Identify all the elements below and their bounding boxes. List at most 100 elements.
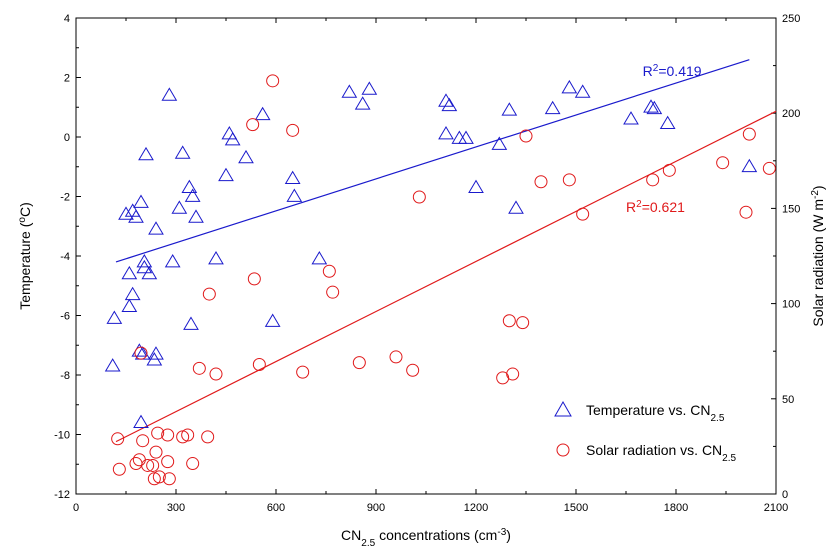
solar-radiation-point xyxy=(209,367,223,381)
temperature-point xyxy=(286,188,303,202)
solar-radiation-point xyxy=(516,316,530,330)
solar-radiation-point xyxy=(739,205,753,219)
solar-radiation-point xyxy=(202,287,216,301)
solar-radiation-point xyxy=(742,127,756,141)
temperature-point xyxy=(501,102,518,116)
solar-radiation-point xyxy=(562,173,576,187)
temperature-point xyxy=(183,316,199,330)
solar-radiation-point xyxy=(149,445,163,459)
temperature-point xyxy=(121,298,138,312)
temperature-point xyxy=(238,149,254,164)
solar-radiation-point xyxy=(246,118,260,132)
temperature-point xyxy=(218,167,234,182)
temperature-point xyxy=(659,115,676,130)
legend-entry: Solar radiation vs. CN2.5 xyxy=(586,442,737,464)
solar-radiation-point xyxy=(186,457,200,471)
y-left-axis-label: Temperature (oC) xyxy=(17,202,34,310)
solar-radiation-point xyxy=(161,455,175,469)
solar-radiation-point xyxy=(296,365,310,379)
solar-radiation-point xyxy=(326,285,340,299)
solar-radiation-point xyxy=(519,129,533,143)
legend-circle-marker xyxy=(556,443,570,457)
solar-radiation-point xyxy=(129,457,143,471)
temperature-point xyxy=(361,81,378,95)
temperature-point xyxy=(148,346,164,360)
solar-radiation-point xyxy=(502,314,516,328)
x-tick-label: 0 xyxy=(73,502,79,514)
temperature-point xyxy=(188,209,204,223)
temperature-point xyxy=(646,100,663,115)
temperature-point xyxy=(311,250,328,265)
legend: Temperature vs. CN2.5 Solar radiation vs.… xyxy=(554,400,737,464)
y-left-tick-label: -6 xyxy=(60,311,70,323)
temperature-point xyxy=(124,286,141,301)
fit-lines: R2=0.419 R2=0.621 xyxy=(115,59,777,443)
solar-radiation-point xyxy=(762,161,776,175)
y-right-tick-label: 100 xyxy=(782,299,800,311)
x-axis-label: CN2.5 concentrations (cm-3) xyxy=(341,527,511,549)
temperature-point xyxy=(133,194,149,208)
y-right-tick-label: 150 xyxy=(782,203,800,215)
solar-radiation-point xyxy=(406,363,420,377)
solar-radiation-point xyxy=(352,356,366,370)
axis-labels: CN2.5 concentrations (cm-3) Temperature (… xyxy=(17,185,827,548)
temperature-point xyxy=(441,97,458,112)
temperature-point xyxy=(643,99,659,113)
x-tick-label: 900 xyxy=(367,502,385,514)
temperature-point xyxy=(118,206,134,220)
solar-radiation-point xyxy=(152,470,166,484)
y-right-axis-label: Solar radiation (W m-2) xyxy=(810,185,827,326)
y-left-tick-label: 4 xyxy=(64,13,70,25)
temperature-point xyxy=(221,126,238,140)
solar-radiation-point xyxy=(134,346,148,360)
temperature-point xyxy=(171,200,188,214)
temperature-point xyxy=(561,79,578,94)
temperature-point xyxy=(741,158,758,173)
y-right-tick-label: 200 xyxy=(782,108,800,120)
solar-radiation-point xyxy=(322,264,336,278)
x-tick-label: 2100 xyxy=(764,502,788,514)
data-points xyxy=(104,74,776,486)
y-left-tick-label: -4 xyxy=(60,251,70,263)
temperature-point xyxy=(224,131,241,146)
solar-radiation-point xyxy=(201,430,215,444)
solar-radiation-point xyxy=(132,453,146,467)
r-squared-label-temperature: R2=0.419 xyxy=(643,63,702,80)
temperature-point xyxy=(164,253,181,268)
temperature-point xyxy=(181,179,198,193)
x-tick-label: 600 xyxy=(267,502,285,514)
solar-radiation-point xyxy=(576,207,590,221)
y-left-tick-label: 2 xyxy=(64,73,70,85)
solar-radiation-point xyxy=(192,361,206,375)
solar-radiation-point xyxy=(247,272,261,286)
temperature-point xyxy=(284,170,301,185)
solar-radiation-point xyxy=(136,434,150,448)
x-tick-label: 1200 xyxy=(464,502,488,514)
solar-radiation-point xyxy=(141,458,155,472)
x-tick-label: 1800 xyxy=(664,502,688,514)
fit-line-temperature xyxy=(115,59,750,263)
temperature-point xyxy=(161,87,178,101)
temperature-point xyxy=(141,265,158,280)
x-tick-label: 1500 xyxy=(564,502,588,514)
temperature-point xyxy=(508,200,524,214)
y-right-tick-label: 50 xyxy=(782,394,794,406)
temperature-point xyxy=(133,414,149,428)
temperature-point xyxy=(208,250,224,265)
axes: 0 300 600 900 1200 1500 1800 2100-12-10-8-6-4-2… xyxy=(54,13,800,514)
solar-radiation-point xyxy=(646,173,660,187)
temperature-point xyxy=(468,179,484,193)
temperature-point xyxy=(184,188,201,202)
y-left-tick-label: 0 xyxy=(64,132,70,144)
legend-triangle-marker xyxy=(554,400,572,417)
plot-frame xyxy=(75,17,777,495)
y-right-tick-label: 0 xyxy=(782,489,788,501)
temperature-point xyxy=(623,111,639,125)
temperature-point xyxy=(491,136,508,150)
solar-radiation-point xyxy=(151,426,165,440)
temperature-point xyxy=(264,313,281,327)
solar-radiation-point xyxy=(161,428,175,442)
solar-radiation-point xyxy=(146,458,160,472)
temperature-point xyxy=(254,106,271,121)
temperature-point xyxy=(341,84,358,98)
